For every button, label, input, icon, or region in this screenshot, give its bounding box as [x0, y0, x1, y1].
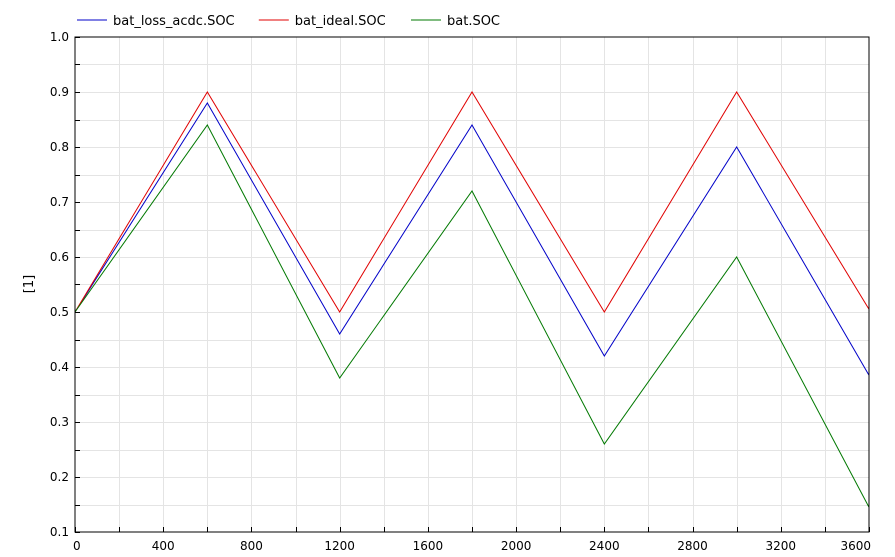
x-tick-label: 3200: [766, 539, 797, 553]
y-tick-label: 0.3: [50, 415, 69, 429]
y-tick-label: 0.7: [50, 195, 69, 209]
y-tick-label: 0.8: [50, 140, 69, 154]
x-tick-label: 2400: [589, 539, 620, 553]
axis-ticks: 0 400 800 1200 1600 2000 2400 2800 3200 3600 0.1 0.…: [50, 30, 871, 553]
x-tick-label: 400: [152, 539, 175, 553]
series-line-1: [74, 102, 870, 376]
series-lines: [74, 91, 870, 508]
x-tick-label: 2000: [501, 539, 532, 553]
x-tick-label: 2800: [677, 539, 708, 553]
grid: [75, 37, 869, 532]
y-axis-label: [1]: [22, 275, 37, 293]
y-tick-label: 0.4: [50, 360, 69, 374]
x-tick-label: 800: [240, 539, 263, 553]
x-tick-label: 0: [73, 539, 81, 553]
y-tick-label: 1.0: [50, 30, 69, 44]
legend-label-1: bat_loss_acdc.SOC: [113, 14, 235, 29]
y-tick-label: 0.5: [50, 305, 69, 319]
legend-label-3: bat.SOC: [447, 14, 500, 29]
x-tick-label: 1600: [413, 539, 444, 553]
y-tick-label: 0.9: [50, 85, 69, 99]
y-tick-label: 0.2: [50, 470, 69, 484]
legend-label-2: bat_ideal.SOC: [295, 14, 386, 29]
y-tick-label: 0.1: [50, 525, 69, 539]
series-line-3: [74, 124, 870, 508]
y-tick-label: 0.6: [50, 250, 69, 264]
legend: bat_loss_acdc.SOC bat_ideal.SOC bat.SOC: [77, 14, 500, 29]
series-line-2: [74, 91, 870, 313]
x-tick-label: 1200: [324, 539, 355, 553]
x-tick-label: 3600: [840, 539, 871, 553]
